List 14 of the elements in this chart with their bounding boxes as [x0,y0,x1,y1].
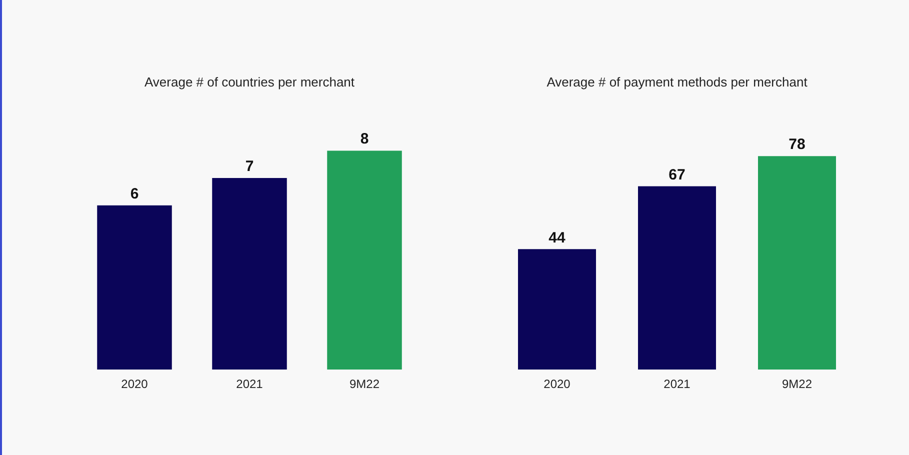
data-label: 67 [668,166,686,184]
x-tick-label: 9M22 [349,377,380,392]
data-label: 8 [360,130,369,148]
x-tick-label: 2020 [121,377,148,392]
x-tick-label: 2021 [664,377,691,392]
data-label: 7 [245,158,254,176]
chart-title: Average # of payment methods per merchant [546,74,808,90]
data-label: 6 [130,185,139,202]
x-tick-label: 2021 [236,377,264,392]
x-tick-label: 9M22 [782,377,812,392]
data-label: 44 [548,229,566,246]
data-label: 78 [788,136,806,154]
x-tick-label: 2020 [544,377,571,392]
chart-title: Average # of countries per merchant [144,74,355,90]
